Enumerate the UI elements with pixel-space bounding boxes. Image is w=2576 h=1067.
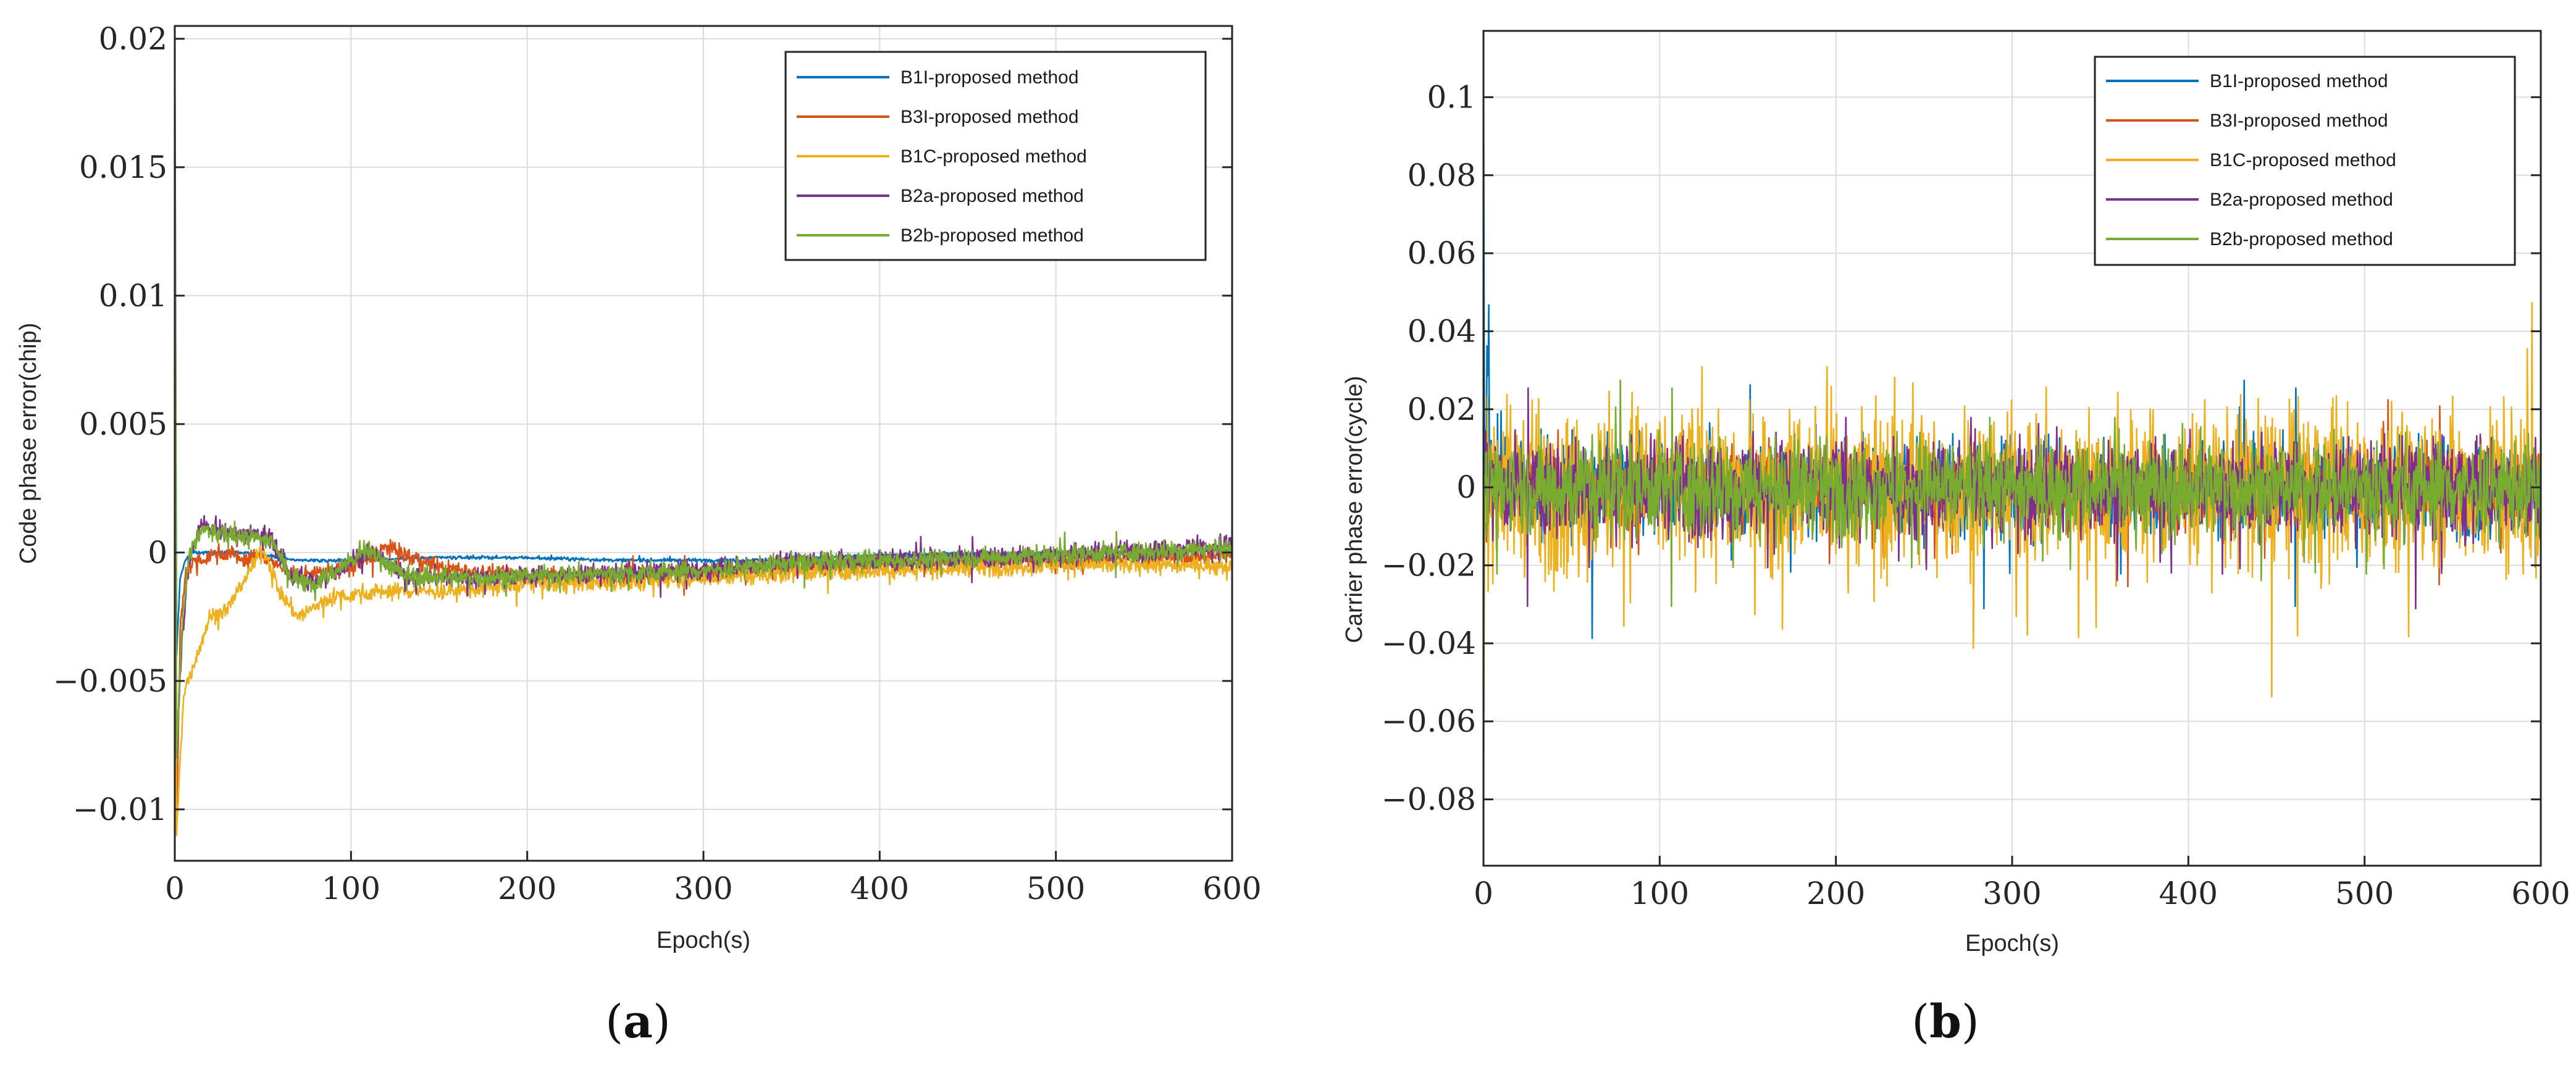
x-tick-label-b-6: 600 (2511, 876, 2570, 911)
series-line-b-4 (1483, 379, 2541, 866)
x-tick-label-a-3: 300 (674, 871, 732, 906)
y-tick-label-a-5: 0.015 (79, 149, 167, 185)
series-group-a (175, 38, 1232, 836)
y-tick-label-b-0: −0.08 (1382, 782, 1476, 818)
x-tick-label-a-4: 400 (850, 871, 909, 906)
x-tick-label-b-2: 200 (1806, 876, 1865, 911)
legend-label-a-1: B3I-proposed method (900, 107, 1079, 127)
y-tick-label-a-0: −0.01 (73, 792, 167, 827)
y-tick-label-b-5: 0.02 (1408, 391, 1476, 427)
legend-b: B1I-proposed method B3I-proposed method … (2094, 56, 2516, 266)
y-tick-label-a-4: 0.01 (99, 278, 167, 314)
panel-caption-b: (b) (1911, 995, 1979, 1048)
legend-label-b-2: B1C-proposed method (2210, 150, 2396, 170)
x-tick-label-a-0: 0 (165, 871, 185, 906)
y-axis-label-a: Code phase error(chip) (15, 323, 41, 564)
y-tick-label-a-6: 0.02 (99, 21, 167, 57)
ticks-b: 0 100 200 300 400 500 600 −0.08 −0.06 −0.04 −0.02 0… (1382, 79, 2570, 911)
y-tick-label-b-2: −0.04 (1382, 626, 1476, 661)
panel-caption-a: (a) (605, 995, 671, 1048)
ticks-a: 0 100 200 300 400 500 600 −0.01 −0.005 0 0.005 0.01… (53, 21, 1262, 906)
y-tick-label-a-2: 0 (148, 535, 167, 571)
y-axis-label-b: Carrier phase error(cycle) (1341, 376, 1367, 643)
legend-a: B1I-proposed method B3I-proposed method … (784, 51, 1207, 261)
chart-panel-a: 0 100 200 300 400 500 600 −0.01 −0.005 0 0.005 0.01… (15, 21, 1262, 1048)
x-tick-label-a-1: 100 (322, 871, 380, 906)
y-tick-label-b-9: 0.1 (1427, 79, 1476, 115)
x-tick-label-b-0: 0 (1474, 876, 1493, 911)
legend-label-a-2: B1C-proposed method (900, 146, 1087, 167)
series-line-a-4 (175, 38, 1232, 759)
y-tick-label-b-1: −0.06 (1382, 703, 1476, 739)
legend-label-b-1: B3I-proposed method (2210, 111, 2388, 131)
y-tick-label-a-1: −0.005 (53, 663, 167, 699)
y-tick-label-b-4: 0 (1456, 469, 1476, 505)
y-tick-label-a-3: 0.005 (79, 406, 167, 442)
y-tick-label-b-6: 0.04 (1408, 313, 1476, 349)
legend-label-a-4: B2b-proposed method (900, 225, 1084, 246)
x-tick-label-a-5: 500 (1026, 871, 1085, 906)
y-tick-label-b-3: −0.02 (1382, 548, 1476, 584)
x-axis-label-a: Epoch(s) (657, 927, 750, 953)
y-tick-label-b-7: 0.06 (1408, 235, 1476, 271)
legend-label-b-4: B2b-proposed method (2210, 229, 2393, 249)
x-tick-label-b-4: 400 (2159, 876, 2218, 911)
series-group-b (1483, 31, 2541, 866)
x-tick-label-b-1: 100 (1630, 876, 1689, 911)
legend-label-b-0: B1I-proposed method (2210, 71, 2388, 91)
x-tick-label-b-3: 300 (1982, 876, 2041, 911)
y-tick-label-b-8: 0.08 (1408, 157, 1476, 193)
x-tick-label-a-6: 600 (1202, 871, 1261, 906)
legend-label-a-0: B1I-proposed method (900, 67, 1079, 88)
legend-label-a-3: B2a-proposed method (900, 186, 1084, 206)
legend-label-b-3: B2a-proposed method (2210, 190, 2393, 210)
x-tick-label-a-2: 200 (498, 871, 556, 906)
chart-panel-b: 0 100 200 300 400 500 600 −0.08 −0.06 −0.04 −0.02 0… (1341, 30, 2570, 1048)
x-tick-label-b-5: 500 (2335, 876, 2394, 911)
x-axis-label-b: Epoch(s) (1965, 931, 2059, 956)
series-line-a-2 (175, 545, 1232, 836)
